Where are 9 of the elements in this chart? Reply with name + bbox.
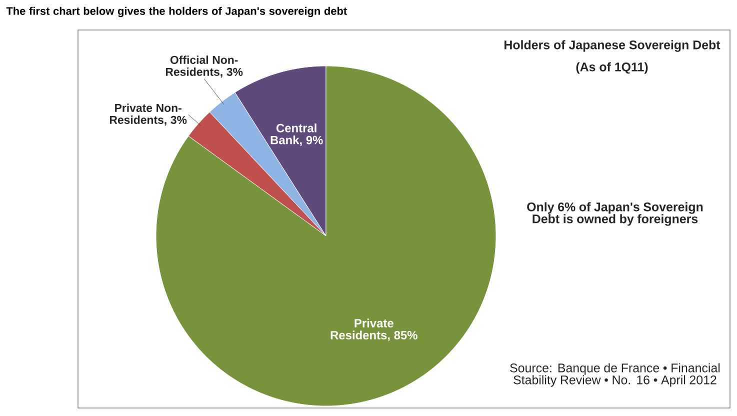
slice-label: Private Residents, 85% [330, 318, 418, 342]
slice-label: Private Non-Residents, 3% [110, 104, 187, 126]
text: (As of 1Q11) [576, 62, 648, 74]
text: Holders of Japanese Sovereign Debt [504, 40, 720, 52]
text: The first chart below gives the holders of Japan's sovereign debt [6, 6, 347, 18]
text: Only 6% of Japan's Sovereign Debt is owned by foreigners [527, 202, 703, 226]
slice-label: Official Non-Residents, 3% [166, 56, 243, 78]
slice-label: Central Bank, 9% [270, 124, 323, 146]
source-note: Source: Banque de France • Financial Stability Review • No. 16 • April 2012 [510, 363, 720, 387]
